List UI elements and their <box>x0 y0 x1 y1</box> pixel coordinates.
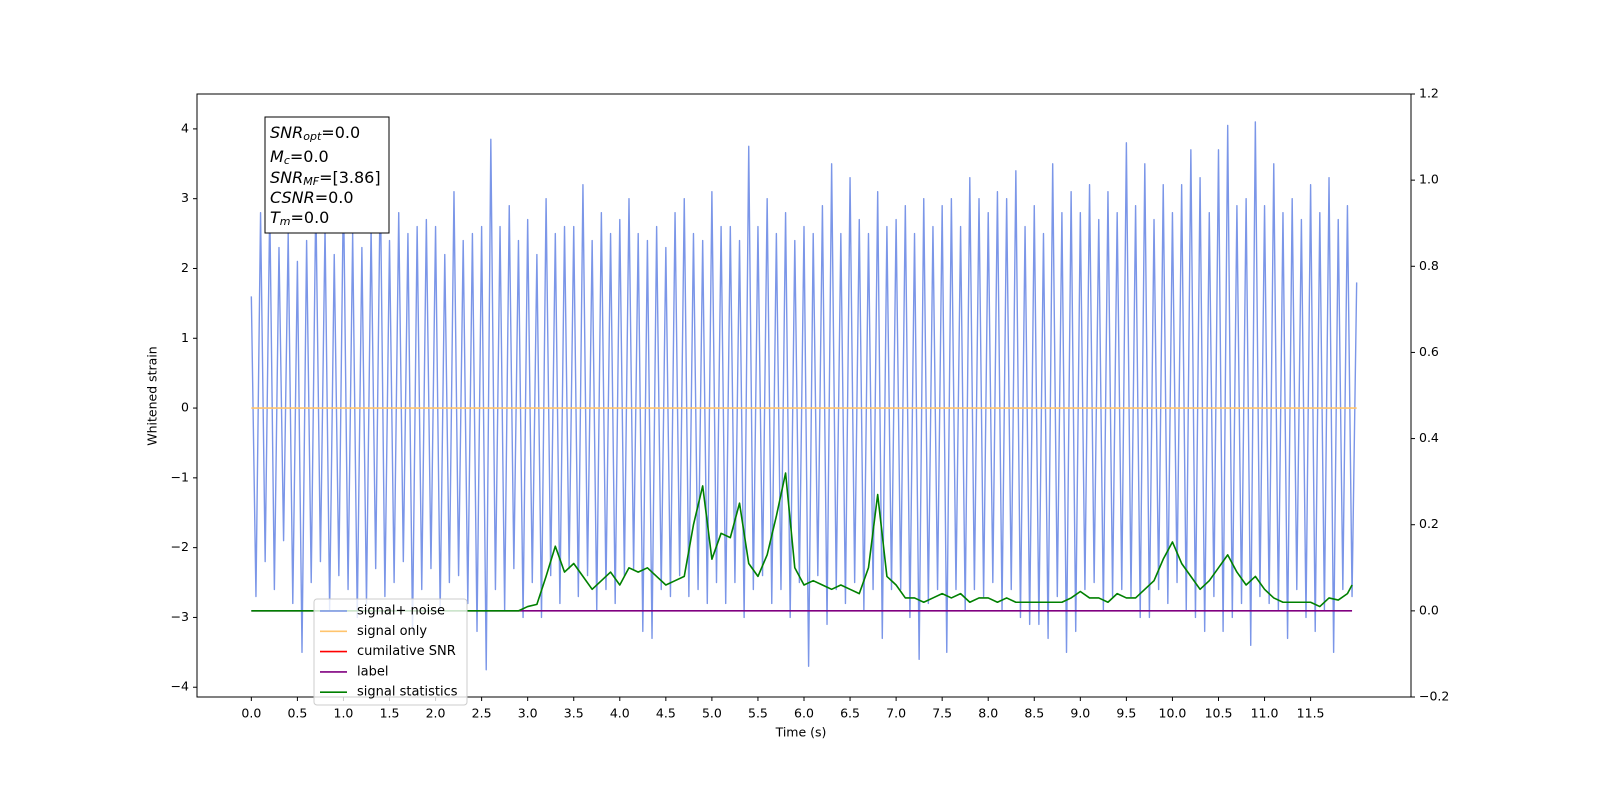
y-axis-label: Whitened strain <box>145 346 160 445</box>
annotation-value: =0.0 <box>291 208 330 227</box>
annotation-value: =0.0 <box>321 123 360 142</box>
y2-tick-label: 1.0 <box>1419 172 1439 187</box>
x-tick-label: 7.0 <box>886 706 906 721</box>
x-tick-label: 1.5 <box>380 706 400 721</box>
annotation-text: SNRopt=0.0 <box>270 123 360 144</box>
y2-tick-label: 1.2 <box>1419 86 1439 101</box>
y-tick-label: −3 <box>171 609 189 624</box>
x-axis-label: Time (s) <box>775 725 827 740</box>
y2-tick-label: 0.2 <box>1419 516 1439 531</box>
annotation-text: Tm=0.0 <box>270 208 329 229</box>
x-tick-label: 1.0 <box>334 706 354 721</box>
y-tick-label: 0 <box>181 400 189 415</box>
x-tick-label: 6.5 <box>840 706 860 721</box>
annotation-subscript: m <box>280 215 291 228</box>
legend-label: signal only <box>357 624 427 639</box>
y-tick-label: 4 <box>181 120 189 135</box>
x-tick-label: 10.0 <box>1159 706 1187 721</box>
x-tick-label: 5.5 <box>748 706 768 721</box>
annotation-value: =[3.86] <box>319 168 381 187</box>
y-tick-label: −4 <box>171 679 189 694</box>
legend-box <box>313 598 468 706</box>
legend-label: signal+ noise <box>357 604 445 619</box>
legend-label: cumilative SNR <box>357 644 456 659</box>
y2-tick-label: 0.8 <box>1419 258 1439 273</box>
annotation-value: =0.0 <box>315 188 354 207</box>
annotation-subscript: MF <box>303 175 319 188</box>
y-tick-label: −2 <box>171 539 189 554</box>
annotation-symbol: SNR <box>270 168 303 187</box>
x-tick-label: 9.0 <box>1070 706 1090 721</box>
x-tick-label: 9.5 <box>1116 706 1136 721</box>
x-tick-label: 0.5 <box>287 706 307 721</box>
annotation-symbol: T <box>270 208 281 227</box>
annotation-value: =0.0 <box>290 147 329 166</box>
y2-tick-label: 0.0 <box>1419 602 1439 617</box>
x-tick-label: 2.5 <box>472 706 492 721</box>
y2-tick-label: 0.4 <box>1419 430 1439 445</box>
y-tick-label: 3 <box>181 190 189 205</box>
annotation-text: SNRMF=[3.86] <box>270 168 381 189</box>
y-tick-label: 1 <box>181 330 189 345</box>
x-tick-label: 10.5 <box>1205 706 1233 721</box>
annotation-subscript: c <box>284 154 290 167</box>
x-tick-label: 8.5 <box>1024 706 1044 721</box>
x-tick-label: 3.5 <box>564 706 584 721</box>
legend-label: label <box>357 664 388 679</box>
legend-label: signal statistics <box>357 685 458 700</box>
y-tick-label: −1 <box>171 469 189 484</box>
y2-tick-label: 0.6 <box>1419 344 1439 359</box>
annotation-text: CSNR=0.0 <box>270 188 354 207</box>
x-tick-label: 3.0 <box>518 706 538 721</box>
x-tick-label: 6.0 <box>794 706 814 721</box>
annotation-symbol: M <box>270 147 284 166</box>
annotation-symbol: SNR <box>270 123 303 142</box>
annotation-box <box>264 116 390 234</box>
x-tick-label: 8.0 <box>978 706 998 721</box>
y-tick-label: 2 <box>181 260 189 275</box>
x-tick-label: 4.5 <box>656 706 676 721</box>
x-tick-label: 7.5 <box>932 706 952 721</box>
annotation-symbol: CSNR <box>270 188 315 207</box>
series-line <box>250 121 1358 671</box>
y2-tick-label: −0.2 <box>1419 689 1449 704</box>
x-tick-label: 0.0 <box>241 706 261 721</box>
x-tick-label: 2.0 <box>426 706 446 721</box>
x-tick-label: 5.0 <box>702 706 722 721</box>
x-tick-label: 4.0 <box>610 706 630 721</box>
annotation-text: Mc=0.0 <box>270 147 329 168</box>
series-line <box>251 472 1353 612</box>
x-tick-label: 11.5 <box>1297 706 1325 721</box>
annotation-subscript: opt <box>303 130 322 143</box>
x-tick-label: 11.0 <box>1251 706 1279 721</box>
